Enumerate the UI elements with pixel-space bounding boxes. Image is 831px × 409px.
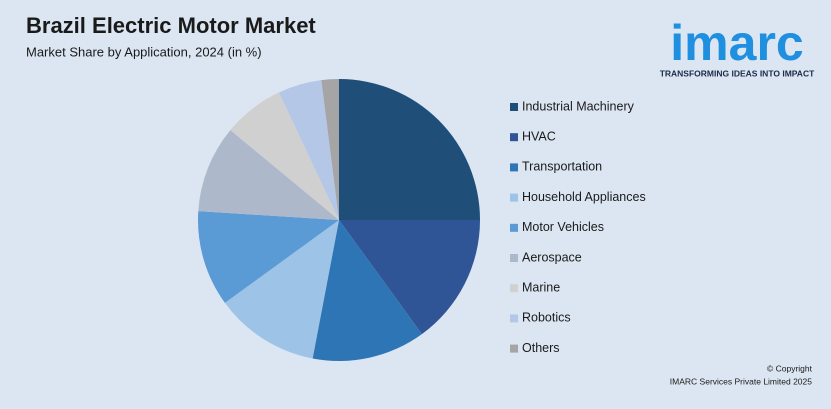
pie-slice bbox=[312, 220, 422, 361]
chart-subtitle: Market Share by Application, 2024 (in %) bbox=[26, 44, 262, 59]
chart-title: Brazil Electric Motor Market bbox=[26, 13, 316, 38]
legend-label: HVAC bbox=[522, 129, 556, 143]
legend-label: Household Appliances bbox=[522, 190, 646, 204]
pie-slice bbox=[224, 220, 339, 359]
legend-swatch bbox=[510, 193, 518, 202]
logo-name: imarc bbox=[670, 15, 803, 71]
legend-swatch bbox=[510, 223, 518, 232]
legend-label: Industrial Machinery bbox=[522, 99, 635, 113]
legend-label: Robotics bbox=[522, 311, 571, 325]
legend-swatch bbox=[510, 103, 518, 111]
copyright: © Copyright bbox=[767, 363, 813, 373]
pie-slice bbox=[321, 79, 339, 220]
pie-slice bbox=[230, 92, 339, 220]
pie-slice bbox=[339, 220, 480, 335]
pie-slice bbox=[198, 130, 339, 220]
legend-label: Motor Vehicles bbox=[522, 220, 604, 234]
legend-swatch bbox=[510, 344, 518, 353]
legend-swatch bbox=[510, 254, 518, 262]
pie-slice bbox=[339, 79, 480, 220]
legend-label: Aerospace bbox=[522, 250, 582, 264]
legend-swatch bbox=[510, 163, 518, 172]
pie-slice bbox=[197, 211, 339, 303]
logo-tagline: TRANSFORMING IDEAS INTO IMPACT bbox=[660, 68, 815, 78]
company: IMARC Services Private Limited 2025 bbox=[670, 376, 812, 386]
legend-swatch bbox=[510, 133, 518, 142]
legend-label: Others bbox=[522, 341, 560, 355]
legend-swatch bbox=[510, 314, 518, 323]
legend-swatch bbox=[510, 284, 518, 293]
legend-label: Marine bbox=[522, 280, 560, 294]
pie-slice bbox=[278, 80, 339, 221]
legend-label: Transportation bbox=[522, 160, 602, 174]
